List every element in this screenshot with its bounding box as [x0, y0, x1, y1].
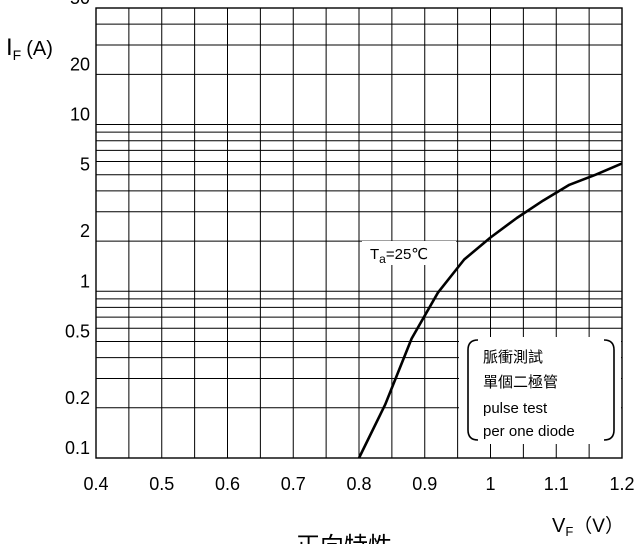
x-tick-labels: 0.4 0.5 0.6 0.7 0.8 0.9 1 1.1 1.2 [83, 474, 634, 494]
x-tick-label: 0.7 [281, 474, 306, 494]
y-tick-labels: 0.1 0.2 0.5 1 2 5 10 20 50 [65, 0, 90, 458]
y-tick-label: 50 [70, 0, 90, 8]
note-line-2: 單個二極管 [483, 373, 558, 391]
x-tick-label: 0.8 [346, 474, 371, 494]
y-tick-label: 0.2 [65, 388, 90, 408]
x-tick-label: 0.6 [215, 474, 240, 494]
x-tick-label: 1.2 [609, 474, 634, 494]
x-tick-label: 0.4 [83, 474, 108, 494]
y-tick-label: 0.5 [65, 321, 90, 341]
horizontal-grid [96, 23, 622, 409]
curve-label-background [362, 241, 456, 265]
y-tick-label: 5 [80, 155, 90, 175]
y-tick-label: 1 [80, 271, 90, 291]
note-line-3: pulse test [483, 400, 548, 417]
y-tick-label: 0.1 [65, 438, 90, 458]
x-tick-label: 0.5 [149, 474, 174, 494]
curve-label: Ta=25℃ [370, 246, 428, 266]
test-condition-note: 脈衝測試 單個二極管 pulse test per one diode [459, 337, 621, 444]
note-left-bracket [467, 339, 479, 441]
note-right-bracket [603, 339, 615, 441]
x-axis-label: VF（V） [552, 515, 624, 539]
chart-title: 正向特性 [296, 532, 392, 544]
note-line-4: per one diode [483, 423, 575, 440]
x-tick-label: 0.9 [412, 474, 437, 494]
x-tick-label: 1 [485, 474, 495, 494]
x-tick-label: 1.1 [544, 474, 569, 494]
y-tick-label: 20 [70, 54, 90, 74]
y-tick-label: 10 [70, 105, 90, 125]
note-line-1: 脈衝測試 [483, 348, 543, 366]
y-tick-label: 2 [80, 221, 90, 241]
y-axis-label: IF (A) [6, 34, 53, 63]
note-background [459, 337, 621, 444]
forward-voltage-curve [357, 162, 623, 459]
